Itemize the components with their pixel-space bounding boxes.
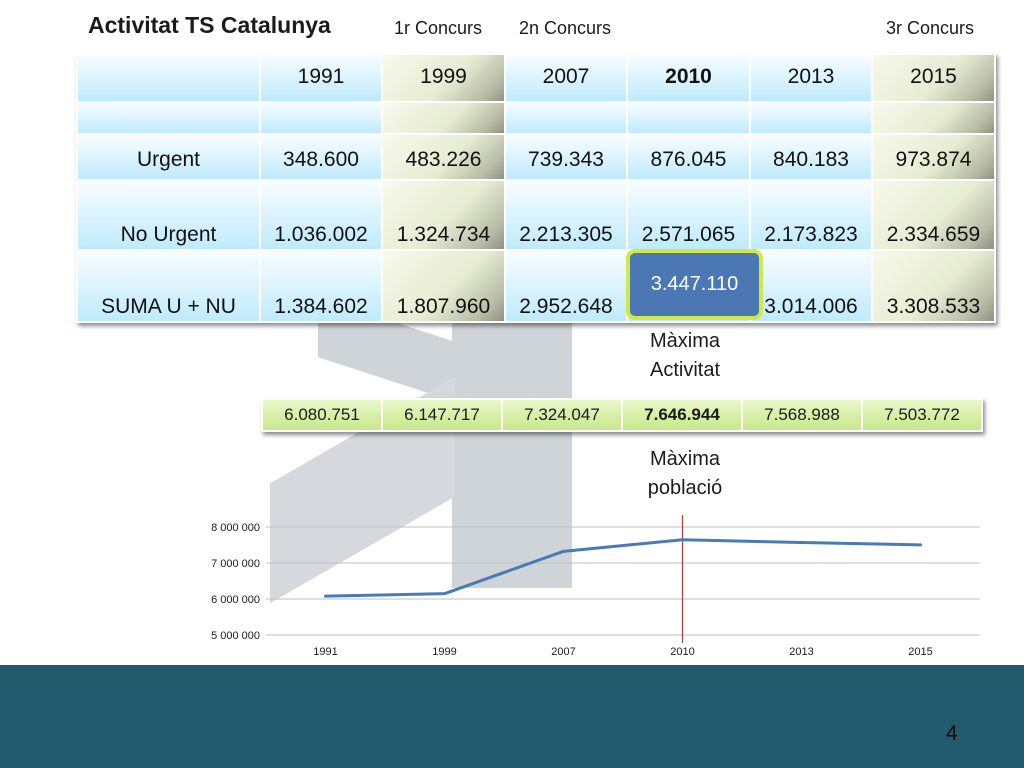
y-tick-label: 5 000 000 [211, 630, 260, 642]
table-cell: 3.308.533 [873, 251, 994, 321]
table-header-cell: 2007 [506, 55, 626, 101]
row-label-suma: SUMA U + NU [78, 251, 259, 321]
table-cell: 739.343 [506, 135, 626, 179]
table-cell: 2.571.065 [628, 181, 749, 249]
row-label-urgent: Urgent [78, 135, 259, 179]
max-activity-note: Màxima Activitat [630, 327, 740, 385]
background-shape [452, 300, 572, 588]
data-point [443, 592, 446, 596]
table-cell: 973.874 [873, 135, 994, 179]
y-tick-label: 7 000 000 [211, 558, 260, 570]
population-cell: 6.147.717 [383, 400, 501, 430]
x-tick-label: 2007 [551, 646, 575, 658]
data-point [562, 549, 565, 553]
table-row: SUMA U + NU 1.384.602 1.807.960 2.952.64… [78, 251, 994, 321]
table-header-cell: 1991 [261, 55, 381, 101]
table-cell: 348.600 [261, 135, 381, 179]
data-point [919, 543, 922, 547]
y-tick-label: 8 000 000 [211, 522, 260, 534]
table-header-cell: 1999 [383, 55, 504, 101]
table-cell: 1.807.960 [383, 251, 504, 321]
x-tick-label: 2013 [789, 646, 813, 658]
population-cell: 6.080.751 [263, 400, 381, 430]
x-tick-label: 2010 [670, 646, 694, 658]
label-1r-concurs: 1r Concurs [394, 18, 483, 38]
table-cell [261, 103, 381, 133]
table-header-cell: 2013 [751, 55, 871, 101]
population-cell: 7.568.988 [743, 400, 861, 430]
table-row: 6.080.751 6.147.717 7.324.047 7.646.944 … [263, 400, 981, 430]
note-line: Màxima [649, 330, 720, 352]
table-row: No Urgent 1.036.002 1.324.734 2.213.305 … [78, 181, 994, 249]
table-cell [628, 103, 749, 133]
x-tick-label: 1999 [432, 646, 456, 658]
data-point [324, 594, 327, 598]
table-cell: 1.384.602 [261, 251, 381, 321]
table-cell: 483.226 [383, 135, 504, 179]
table-cell [506, 103, 626, 133]
table-cell [78, 103, 259, 133]
table-header-row: 1991 1999 2007 2010 2013 2015 [78, 55, 994, 101]
table-header-cell [78, 55, 259, 101]
data-point [681, 538, 684, 542]
footer-bar [0, 665, 1024, 768]
max-population-note: Màxima població [630, 445, 740, 503]
page-number: 4 [946, 722, 958, 745]
table-cell: 2.334.659 [873, 181, 994, 249]
table-cell [383, 103, 504, 133]
population-line-chart: 5 000 000 6 000 000 7 000 000 8 000 000 1991… [211, 507, 980, 658]
note-line: població [647, 477, 723, 499]
table-cell: 876.045 [628, 135, 749, 179]
row-label-no-urgent: No Urgent [78, 181, 259, 249]
table-row: Urgent 348.600 483.226 739.343 876.045 8… [78, 135, 994, 179]
x-tick-label: 2015 [908, 646, 932, 658]
table-cell: 2.173.823 [751, 181, 871, 249]
table-header-cell: 2015 [873, 55, 994, 101]
label-2n-concurs: 2n Concurs [519, 18, 612, 38]
population-table: 6.080.751 6.147.717 7.324.047 7.646.944 … [261, 398, 983, 432]
population-chart: 5 000 000 6 000 000 7 000 000 8 000 000 1991… [180, 507, 990, 670]
table-cell [873, 103, 994, 133]
population-cell: 7.503.772 [863, 400, 981, 430]
y-tick-label: 6 000 000 [211, 594, 260, 606]
table-cell: 2.213.305 [506, 181, 626, 249]
table-header-cell: 2010 [628, 55, 749, 101]
x-tick-label: 1991 [313, 646, 337, 658]
label-3r-concurs: 3r Concurs [886, 18, 975, 38]
note-line: Activitat [649, 359, 721, 381]
population-series-line [325, 538, 921, 598]
max-activity-highlight: 3.447.110 [626, 249, 763, 320]
slide-title: Activitat TS Catalunya [88, 12, 331, 38]
table-cell: 1.036.002 [261, 181, 381, 249]
table-cell: 2.952.648 [506, 251, 626, 321]
table-cell: 840.183 [751, 135, 871, 179]
table-cell: 3.014.006 [751, 251, 871, 321]
data-point [800, 541, 803, 545]
population-cell: 7.646.944 [623, 400, 741, 430]
population-cell: 7.324.047 [503, 400, 621, 430]
table-cell [751, 103, 871, 133]
table-row [78, 103, 994, 133]
activity-table: 1991 1999 2007 2010 2013 2015 Urgent 348… [76, 53, 996, 323]
note-line: Màxima [649, 448, 720, 470]
table-cell: 1.324.734 [383, 181, 504, 249]
